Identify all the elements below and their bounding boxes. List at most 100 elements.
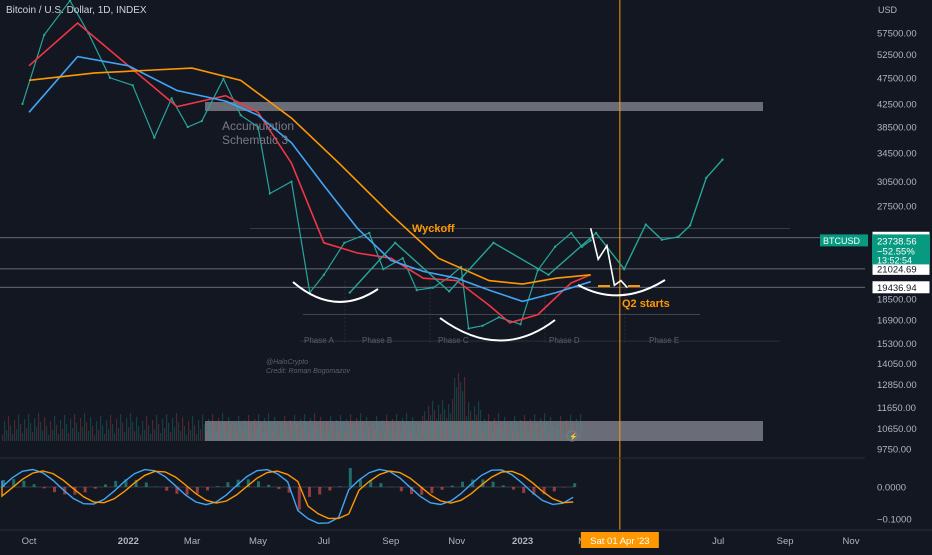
volume-bar bbox=[158, 424, 159, 441]
volume-bar bbox=[418, 421, 419, 441]
histogram-bar bbox=[349, 468, 352, 487]
volume-bar bbox=[544, 413, 545, 441]
volume-bar bbox=[548, 431, 549, 441]
volume-bar bbox=[330, 416, 331, 441]
credit-label: @HaloCrypto bbox=[266, 359, 308, 366]
volume-bar bbox=[16, 429, 17, 441]
volume-bar bbox=[484, 419, 485, 441]
histogram-bar bbox=[502, 485, 505, 487]
volume-bar bbox=[388, 424, 389, 441]
series-btcusd-point bbox=[21, 103, 23, 105]
volume-bar bbox=[110, 415, 111, 441]
histogram-bar bbox=[522, 487, 525, 493]
volume-bar bbox=[352, 423, 353, 441]
volume-bar bbox=[296, 424, 297, 441]
time-tick-label: 2022 bbox=[118, 536, 139, 547]
volume-bar bbox=[366, 417, 367, 441]
volume-bar bbox=[510, 421, 511, 441]
time-tick-label: Sep bbox=[777, 536, 794, 547]
volume-bar bbox=[164, 428, 165, 441]
volume-bar bbox=[324, 435, 325, 441]
volume-bar bbox=[180, 431, 181, 441]
volume-bar bbox=[394, 428, 395, 441]
volume-bar bbox=[426, 420, 427, 441]
volume-bar bbox=[206, 433, 207, 441]
volume-bar bbox=[178, 422, 179, 441]
volume-bar bbox=[122, 423, 123, 441]
volume-bar bbox=[520, 420, 521, 441]
volume-bar bbox=[332, 425, 333, 441]
volume-bar bbox=[274, 417, 275, 441]
price-tick-label: 16900.00 bbox=[877, 316, 917, 327]
volume-bar bbox=[268, 413, 269, 441]
volume-bar bbox=[494, 418, 495, 441]
time-tick-label: Nov bbox=[448, 536, 465, 547]
price-tick-label: 10650.00 bbox=[877, 424, 917, 435]
volume-bar bbox=[282, 430, 283, 441]
series-btcusd-point bbox=[343, 242, 345, 244]
volume-bar bbox=[22, 433, 23, 441]
volume-bar bbox=[354, 432, 355, 441]
series-projection-point bbox=[448, 290, 450, 292]
phase-label: Phase D bbox=[549, 336, 580, 345]
volume-bar bbox=[52, 430, 53, 441]
volume-bar bbox=[196, 434, 197, 441]
series-btcusd-point bbox=[170, 97, 172, 99]
series-btcusd-point bbox=[416, 289, 418, 291]
series-projection-point bbox=[394, 242, 396, 244]
volume-bar bbox=[314, 413, 315, 441]
volume-bar bbox=[168, 423, 169, 441]
histogram-bar bbox=[492, 482, 495, 487]
volume-bar bbox=[40, 422, 41, 441]
volume-bar bbox=[192, 416, 193, 441]
histogram-bar bbox=[318, 487, 321, 494]
volume-bar bbox=[304, 414, 305, 441]
marker-dash bbox=[598, 285, 610, 287]
volume-bar bbox=[72, 428, 73, 441]
volume-bar bbox=[108, 429, 109, 441]
price-tick-label: 14050.00 bbox=[877, 359, 917, 370]
series-btcusd-point bbox=[109, 77, 111, 79]
histogram-bar bbox=[53, 487, 56, 492]
volume-bar bbox=[404, 427, 405, 441]
volume-bar bbox=[524, 415, 525, 441]
volume-bar bbox=[542, 427, 543, 441]
oscillator-tick-label: 0.0000 bbox=[877, 483, 906, 494]
volume-bar bbox=[380, 434, 381, 441]
volume-bar bbox=[216, 432, 217, 441]
volume-bar bbox=[60, 420, 61, 441]
volume-bar bbox=[250, 424, 251, 441]
volume-bar bbox=[186, 435, 187, 441]
volume-bar bbox=[428, 406, 429, 441]
volume-bar bbox=[450, 413, 451, 441]
series-btcusd-point bbox=[240, 114, 242, 116]
volume-bar bbox=[432, 401, 433, 441]
volume-bar bbox=[130, 413, 131, 441]
volume-bar bbox=[112, 424, 113, 441]
volume-bar bbox=[452, 399, 453, 441]
volume-bar bbox=[506, 426, 507, 441]
volume-bar bbox=[56, 425, 57, 441]
volume-bar bbox=[276, 426, 277, 441]
volume-bar bbox=[512, 430, 513, 441]
volume-bar bbox=[104, 434, 105, 441]
histogram-bar bbox=[196, 487, 199, 494]
volume-bar bbox=[20, 424, 21, 441]
histogram-bar bbox=[43, 487, 46, 488]
chart-title: Bitcoin / U.S. Dollar, 1D, INDEX bbox=[6, 5, 147, 16]
series-btcusd-point bbox=[432, 287, 434, 289]
volume-bar bbox=[298, 433, 299, 441]
volume-bar bbox=[96, 421, 97, 441]
histogram-bar bbox=[145, 483, 148, 487]
volume-bar bbox=[562, 425, 563, 441]
histogram-bar bbox=[339, 486, 342, 487]
histogram-bar bbox=[114, 481, 117, 487]
volume-bar bbox=[174, 427, 175, 441]
price-tick-label: 11650.00 bbox=[877, 403, 916, 414]
volume-bar bbox=[170, 432, 171, 441]
volume-bar bbox=[254, 419, 255, 441]
volume-bar bbox=[222, 413, 223, 441]
volume-bar bbox=[220, 427, 221, 441]
volume-bar bbox=[100, 416, 101, 441]
